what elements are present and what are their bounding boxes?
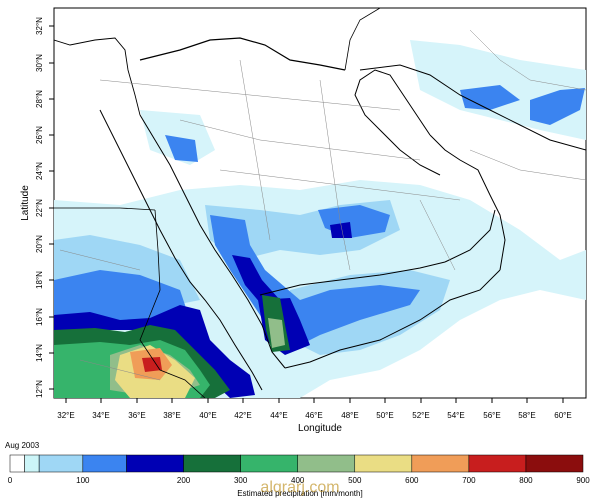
colorbar-segment: [240, 454, 298, 473]
x-tick-label: 42°E: [234, 411, 251, 420]
y-tick-label: 24°N: [35, 162, 44, 180]
y-axis-title: Latitude: [20, 185, 31, 221]
y-tick-label: 12°N: [35, 380, 44, 398]
x-tick-label: 54°E: [447, 411, 464, 420]
border-egypt-sudan: [54, 207, 156, 211]
admin-boundaries: [59, 29, 586, 381]
colorbar-segments: [9, 454, 584, 473]
colorbar-segment: [411, 454, 470, 473]
colorbar-tick-label: 200: [177, 476, 191, 485]
y-tick-label: 14°N: [35, 344, 44, 362]
precip-blue-north: [460, 85, 520, 110]
y-tick-label: 16°N: [35, 308, 44, 326]
x-tick-label: 50°E: [376, 411, 393, 420]
colorbar-segment: [525, 454, 584, 473]
x-tick-label: 58°E: [518, 411, 535, 420]
y-tick-label: 20°N: [35, 235, 44, 253]
colorbar-tick-labels: 0 100 200 300 400 500 600 700 800 900: [8, 476, 590, 485]
map-boundaries: [54, 8, 586, 398]
x-tick-label: 46°E: [305, 411, 322, 420]
coastline-red-sea-west: [99, 109, 263, 391]
x-tick-label: 48°E: [341, 411, 358, 420]
coastline-east: [429, 134, 506, 271]
colorbar: Aug 2003 0 100 200 300 400 500 600 700 800 900 Es…: [5, 441, 590, 498]
x-tick-label: 34°E: [92, 411, 109, 420]
x-axis: 32°E 34°E 36°E 38°E 40°E 42°E 44°E 46°E …: [57, 398, 572, 434]
colorbar-tick-label: 600: [405, 476, 419, 485]
colorbar-segment: [468, 454, 527, 473]
x-tick-label: 60°E: [554, 411, 571, 420]
y-tick-group: [49, 25, 54, 390]
x-axis-title: Longitude: [298, 423, 342, 434]
colorbar-tick-label: 500: [348, 476, 362, 485]
x-tick-label: 44°E: [270, 411, 287, 420]
colorbar-tick-label: 700: [462, 476, 476, 485]
y-tick-label: 28°N: [35, 90, 44, 108]
colorbar-tick-label: 0: [8, 476, 13, 485]
x-tick-label: 38°E: [163, 411, 180, 420]
x-tick-label: 36°E: [128, 411, 145, 420]
border-northern: [139, 37, 346, 71]
border-iraq-iran: [344, 8, 381, 71]
precipitation-field: [54, 40, 586, 398]
y-tick-label: 22°N: [35, 199, 44, 217]
coastline-south: [284, 269, 501, 369]
border-saudi-yemen: [259, 261, 446, 296]
colorbar-segment: [354, 454, 413, 473]
precip-red-region: [142, 357, 162, 372]
y-tick-label: 32°N: [35, 17, 44, 35]
coastline-iran: [359, 64, 586, 151]
y-tick-label: 26°N: [35, 126, 44, 144]
x-tick-label: 52°E: [412, 411, 429, 420]
colorbar-segment: [297, 454, 356, 473]
x-tick-label: 40°E: [199, 411, 216, 420]
precip-darkblue-small: [330, 222, 352, 238]
colorbar-tick-label: 900: [576, 476, 590, 485]
coastline-gulf: [354, 69, 441, 176]
colorbar-tick-label: 100: [76, 476, 90, 485]
colorbar-tick-label: 800: [519, 476, 533, 485]
x-tick-label: 32°E: [57, 411, 74, 420]
border-saudi-oman: [444, 209, 496, 263]
colorbar-period: Aug 2003: [5, 441, 40, 450]
colorbar-segment: [126, 454, 184, 473]
y-axis: 12°N 14°N 16°N 18°N 20°N 22°N 24°N 26°N …: [20, 17, 54, 398]
precip-darkblue-region: [54, 305, 255, 398]
y-tick-label: 18°N: [35, 271, 44, 289]
colorbar-segment: [82, 454, 127, 473]
colorbar-title: Estimated precipitation [mm/month]: [237, 489, 362, 498]
colorbar-segment: [24, 454, 40, 473]
colorbar-segment: [38, 454, 84, 473]
x-tick-group: [65, 398, 564, 403]
border-africa: [139, 209, 206, 398]
precip-blue-north-3: [165, 135, 198, 162]
x-tick-label: 56°E: [483, 411, 500, 420]
coastline-red-sea-east: [139, 114, 286, 369]
y-tick-label: 30°N: [35, 54, 44, 72]
colorbar-segment: [183, 454, 241, 473]
colorbar-tick-label: 400: [291, 476, 305, 485]
precip-sage-yemen: [268, 318, 285, 348]
watermark: alqrarj.com: [260, 479, 339, 496]
colorbar-segment: [9, 454, 25, 473]
coastline-mediterranean: [54, 37, 141, 116]
plot-area: 32°E 34°E 36°E 38°E 40°E 42°E 44°E 46°E …: [20, 7, 587, 434]
colorbar-tick-label: 300: [234, 476, 248, 485]
precip-blue-north-2: [530, 88, 585, 125]
